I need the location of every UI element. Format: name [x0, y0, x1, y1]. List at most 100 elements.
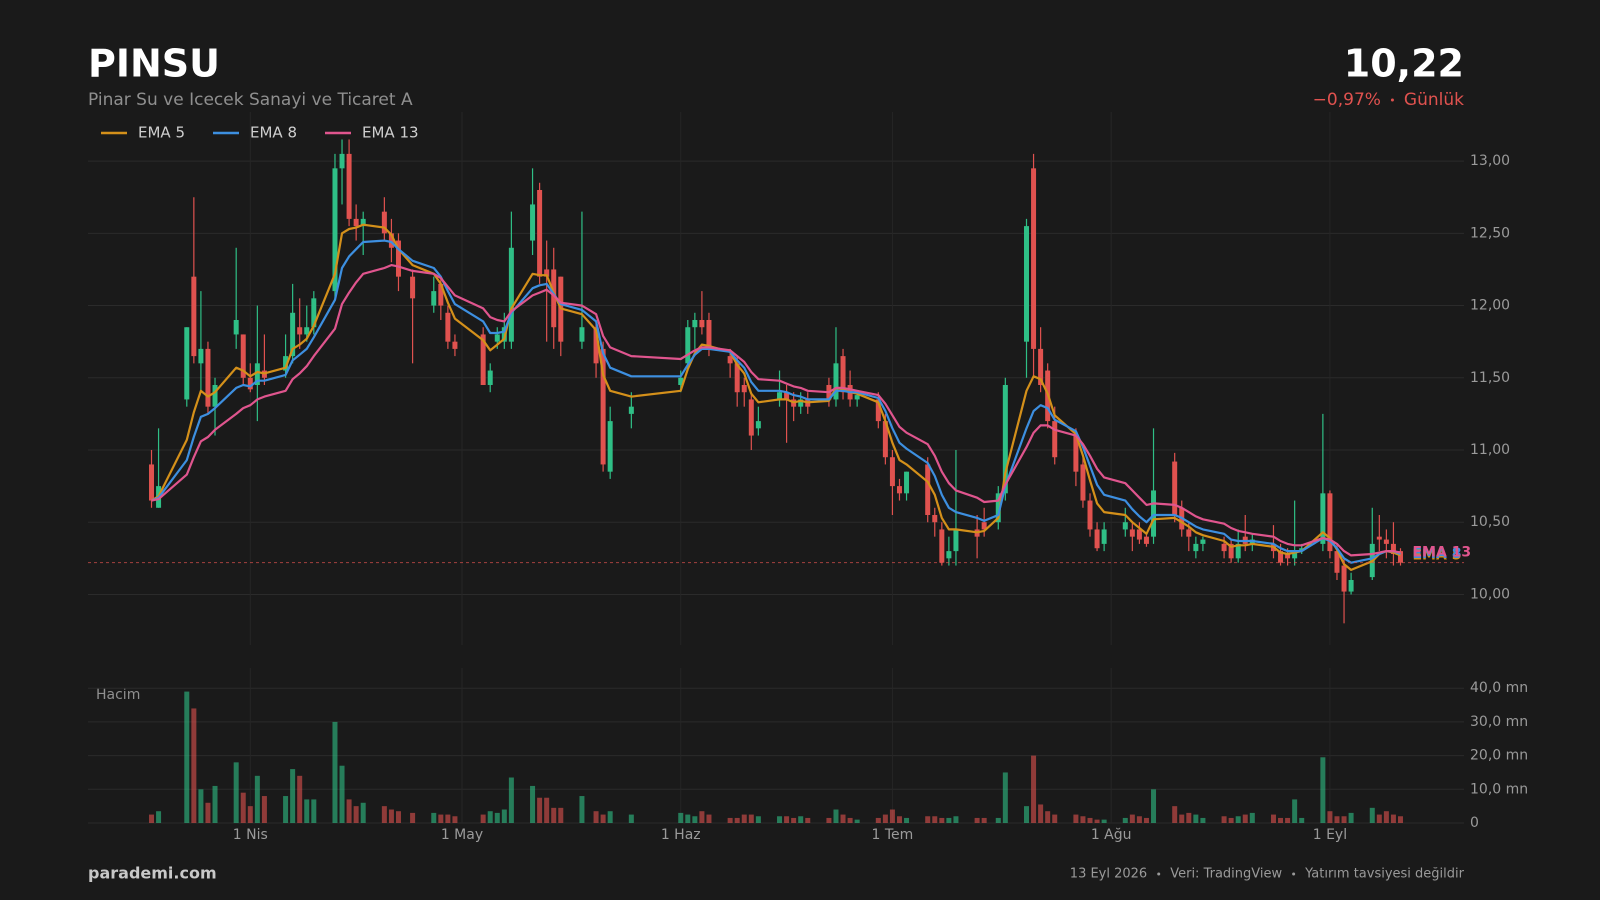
candle-body: [304, 327, 310, 335]
volume-bar: [1228, 817, 1234, 823]
ema-end-label: EMA 5: [1412, 547, 1461, 563]
disclaimer: Yatırım tavsiyesi değildir: [1304, 867, 1465, 882]
volume-bar: [558, 807, 564, 823]
volume-bar: [191, 708, 197, 823]
candle-body: [346, 153, 352, 219]
volume-bar: [1270, 814, 1276, 823]
volume-bar: [1186, 812, 1192, 823]
volume-bar: [233, 762, 239, 823]
volume-bar: [149, 814, 155, 823]
candle-body: [1397, 551, 1403, 563]
candle-body: [953, 529, 959, 552]
volume-bar: [699, 811, 705, 823]
candle-body: [755, 421, 761, 429]
ema-end-label: EMA 8: [1412, 546, 1461, 562]
candle-body: [1087, 500, 1093, 530]
volume-bar: [755, 816, 761, 823]
volume-bar: [1136, 816, 1142, 823]
y-tick-label: 10,50: [1470, 514, 1510, 530]
volume-label: Hacim: [96, 687, 140, 703]
candle-body: [431, 291, 437, 306]
volume-bar: [727, 817, 733, 823]
candle-body: [233, 320, 239, 335]
volume-bar: [332, 721, 338, 823]
candle-body: [1094, 529, 1100, 549]
candle-body: [290, 312, 296, 357]
volume-bar: [311, 799, 317, 823]
volume-bar: [283, 796, 289, 823]
source: Veri: TradingView: [1170, 867, 1282, 882]
volume-bar: [607, 811, 613, 823]
candle-body: [600, 348, 606, 465]
separator-dot: [1390, 98, 1394, 102]
candle-body: [1376, 536, 1382, 540]
candle-body: [339, 153, 345, 169]
candle-body: [840, 356, 846, 393]
separator-dot: [1292, 872, 1296, 876]
y-tick-label: 11,00: [1470, 442, 1510, 458]
volume-bar: [1101, 819, 1107, 823]
candle-body: [311, 298, 317, 328]
candle-body: [1292, 551, 1298, 559]
candle-body: [882, 421, 888, 458]
candle-body: [184, 327, 190, 400]
candle-body: [452, 341, 458, 349]
candle-body: [946, 551, 952, 559]
candle-body: [784, 392, 790, 400]
volume-bar: [904, 817, 910, 823]
candle-body: [1327, 493, 1333, 552]
candle-body: [1221, 543, 1227, 552]
volume-bar: [840, 814, 846, 823]
candle-body: [438, 283, 444, 306]
candle-body: [240, 334, 246, 378]
volume-bar: [1242, 814, 1248, 823]
volume-bar: [875, 817, 881, 823]
x-tick-label: 1 Tem: [872, 827, 914, 843]
volume-bar: [1143, 817, 1149, 823]
candle-body: [904, 471, 910, 494]
volume-bar: [1235, 816, 1241, 823]
candle-body: [212, 385, 218, 407]
volume-bar: [925, 816, 931, 823]
x-tick-label: 1 Eyl: [1313, 827, 1347, 843]
candle-body: [699, 320, 705, 328]
volume-bar: [537, 797, 543, 823]
subtitle: Pinar Su ve Icecek Sanayi ve Ticaret A: [88, 90, 413, 110]
volume-bar: [974, 817, 980, 823]
volume-bar: [1320, 757, 1326, 823]
volume-bar: [1299, 817, 1305, 823]
volume-bar: [777, 816, 783, 823]
x-tick-label: 1 Nis: [233, 827, 268, 843]
volume-bar: [1151, 789, 1157, 823]
candle-body: [360, 218, 366, 227]
volume-bar: [297, 775, 303, 823]
candle-body: [1038, 348, 1044, 385]
candle-body: [537, 190, 543, 277]
legend-label: EMA 13: [362, 124, 419, 142]
y-tick-label: 12,00: [1470, 298, 1510, 314]
volume-bar: [847, 817, 853, 823]
y-tick-label: 10,00: [1470, 586, 1510, 602]
volume-bar: [1038, 804, 1044, 823]
volume-bar: [1002, 772, 1008, 823]
candle-body: [889, 457, 895, 487]
candle-body: [727, 356, 733, 364]
volume-bar: [1024, 806, 1030, 823]
candle-body: [932, 515, 938, 523]
candle-body: [388, 233, 394, 248]
candle-body: [1186, 529, 1192, 537]
candle-body: [1383, 539, 1389, 544]
candle-body: [1200, 539, 1206, 544]
candle-body: [692, 320, 698, 328]
candle-body: [254, 363, 260, 385]
volume-bar: [346, 799, 352, 823]
candle-body: [1341, 565, 1347, 592]
volume-bar: [1369, 807, 1375, 823]
volume-bar: [791, 817, 797, 823]
ema-line: [150, 223, 1401, 571]
candle-body: [1193, 543, 1199, 552]
candle-body: [353, 218, 359, 227]
volume-bar: [480, 814, 486, 823]
volume-bar: [981, 817, 987, 823]
